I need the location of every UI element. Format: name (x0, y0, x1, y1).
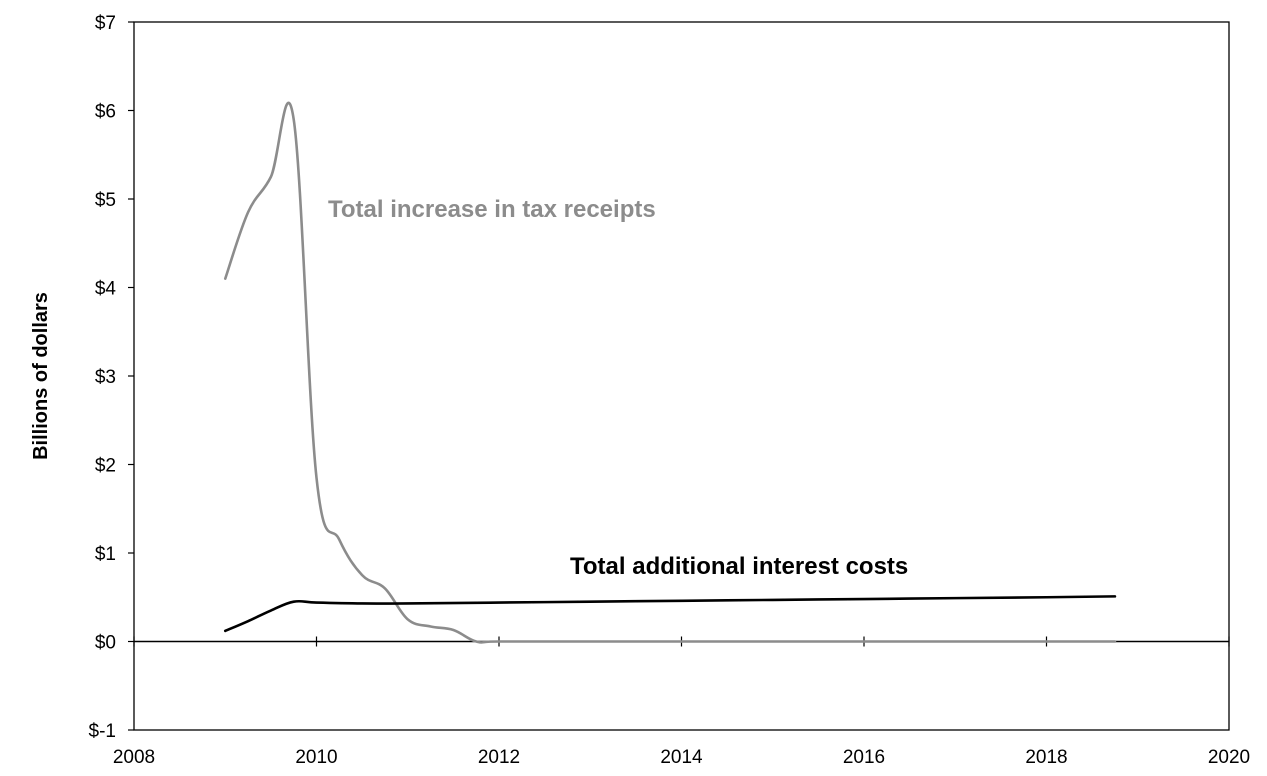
y-tick-label: $4 (95, 279, 117, 300)
x-tick-label: 2020 (1208, 747, 1250, 768)
y-tick-label: $6 (95, 102, 116, 123)
y-tick-label: $2 (95, 456, 116, 477)
series-layer (223, 101, 1117, 644)
x-tick-label: 2012 (478, 747, 520, 768)
series-label-tax-receipts: Total increase in tax receipts (328, 196, 656, 223)
y-tick-label: $3 (95, 367, 116, 388)
y-tick-label: $-1 (89, 721, 116, 742)
x-tick-label: 2018 (1025, 747, 1067, 768)
x-tick-label: 2008 (113, 747, 155, 768)
series-line-interest-costs (223, 595, 1117, 633)
x-tick-label: 2014 (660, 747, 703, 768)
y-tick-label: $7 (95, 13, 116, 34)
y-tick-label: $0 (95, 633, 116, 654)
y-axis-title: Billions of dollars (30, 292, 52, 460)
series-line-tax-receipts (223, 101, 1117, 644)
y-axis-ticks: $-1 $0 $1 $2 $3 $4 $5 $6 $7 (89, 13, 134, 742)
plot-frame (133, 21, 1230, 731)
x-tick-label: 2016 (843, 747, 885, 768)
x-axis-ticks: 2008 2010 2012 2014 2016 2018 2020 (113, 636, 1250, 768)
series-label-interest-costs: Total additional interest costs (570, 553, 908, 580)
y-tick-label: $1 (95, 544, 116, 565)
y-tick-label: $5 (95, 190, 116, 211)
x-tick-label: 2010 (295, 747, 337, 768)
